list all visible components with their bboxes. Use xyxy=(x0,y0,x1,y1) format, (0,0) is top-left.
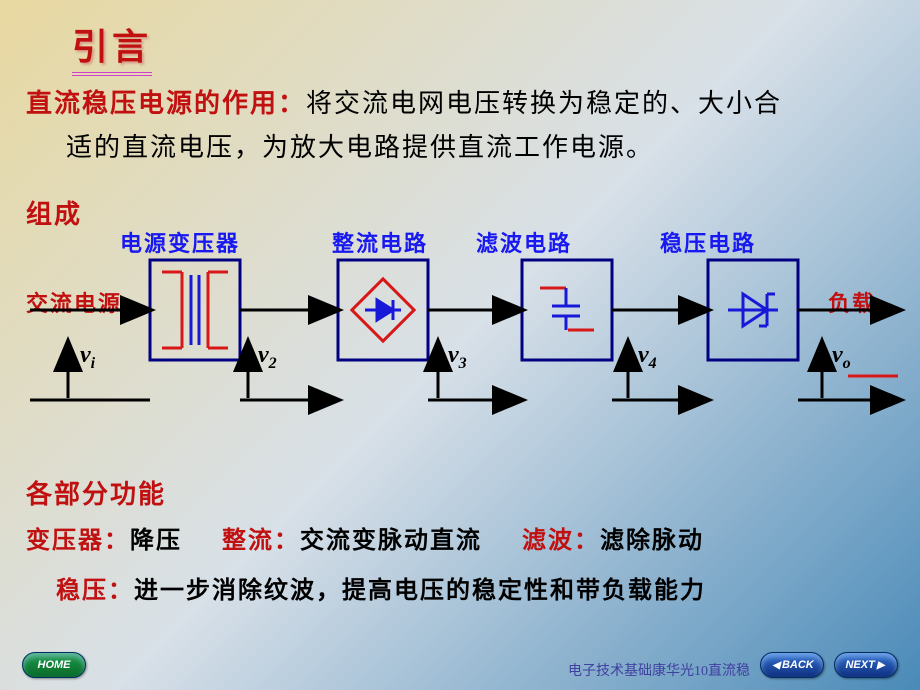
func-value-2: 滤除脉动 xyxy=(600,528,704,554)
svg-text:v2: v2 xyxy=(258,342,277,372)
home-button[interactable]: HOME xyxy=(22,652,86,678)
func-label-1: 整流： xyxy=(222,528,300,554)
footer-text: 电子技术基础康华光10直流稳 xyxy=(568,660,750,680)
func-row-1: 变压器：降压 整流：交流变脉动直流 滤波：滤除脉动 xyxy=(26,520,704,555)
svg-text:vi: vi xyxy=(80,342,96,372)
func-label-2: 滤波： xyxy=(522,528,600,554)
functions-heading: 各部分功能 xyxy=(26,474,166,511)
back-label: BACK xyxy=(782,659,814,671)
svg-text:vo: vo xyxy=(832,342,851,372)
func-label-0: 变压器： xyxy=(26,528,130,554)
func-row-2: 稳压：进一步消除纹波，提高电压的稳定性和带负载能力 xyxy=(56,570,706,605)
svg-text:v4: v4 xyxy=(638,342,657,372)
func-value-1: 交流变脉动直流 xyxy=(300,528,482,554)
svg-text:v3: v3 xyxy=(448,342,467,372)
func-value-3: 进一步消除纹波，提高电压的稳定性和带负载能力 xyxy=(134,578,706,604)
next-button[interactable]: NEXT▶ xyxy=(834,652,898,678)
back-button[interactable]: ◀BACK xyxy=(760,652,824,678)
next-arrow-icon: ▶ xyxy=(877,660,885,671)
next-label: NEXT xyxy=(845,659,874,671)
back-arrow-icon: ◀ xyxy=(772,660,780,671)
func-label-3: 稳压： xyxy=(56,578,134,604)
func-value-0: 降压 xyxy=(130,528,182,554)
